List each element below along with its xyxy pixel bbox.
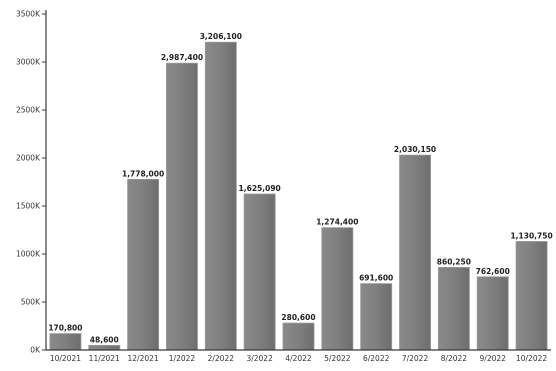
data-label: 280,600 [281,313,315,322]
data-labels: 170,800 48,600 1,778,000 2,987,400 3,206,100… [48,32,552,344]
data-label: 2,987,400 [161,53,203,62]
y-axis: 0K 500K 1000K 1500K 2000K 2500K 3000K 3500K [16,10,47,355]
x-tick-label: 2/2022 [208,354,235,363]
bar [282,322,315,351]
bar [399,154,431,351]
x-tick-label: 10/2021 [50,354,81,363]
x-tick-label: 7/2022 [402,354,429,363]
x-tick-label: 1/2022 [169,354,196,363]
x-tick-label: 3/2022 [246,354,273,363]
bar [88,344,121,351]
y-tick-label: 500K [21,298,41,307]
x-tick-label: 6/2022 [363,354,390,363]
bar [360,283,393,351]
data-label: 1,130,750 [510,231,552,240]
data-label: 860,250 [437,257,471,266]
x-tick-label: 10/2022 [516,354,547,363]
x-tick-label: 4/2022 [285,354,312,363]
bar [166,62,198,351]
y-tick-label: 1000K [16,250,41,259]
data-label: 1,274,400 [316,218,358,227]
y-tick-label: 1500K [16,202,41,211]
data-label: 2,030,150 [394,145,436,154]
bar [49,333,82,351]
bar [476,276,509,351]
data-label: 3,206,100 [200,32,242,41]
y-tick-label: 3500K [16,10,41,19]
y-tick-label: 3000K [16,58,41,67]
bar [243,193,276,351]
x-tick-label: 5/2022 [324,354,351,363]
y-tick-label: 2500K [16,106,41,115]
x-axis: 10/2021 11/2021 12/2021 1/2022 2/2022 3/2022 4… [46,349,551,363]
x-tick-label: 11/2021 [89,354,120,363]
y-tick-label: 0K [30,346,41,355]
bar [321,227,354,351]
data-label: 762,600 [476,267,510,276]
data-label: 1,625,090 [239,184,281,193]
data-label: 691,600 [359,274,393,283]
bars [49,41,548,351]
bar [515,241,548,351]
bar [127,178,160,351]
x-tick-label: 8/2022 [441,354,468,363]
y-tick-label: 2000K [16,154,41,163]
data-label: 1,778,000 [122,169,164,178]
bar [437,267,470,351]
data-label: 48,600 [90,335,119,344]
x-tick-label: 12/2021 [128,354,159,363]
data-label: 170,800 [48,324,82,333]
bar [204,41,237,351]
x-tick-label: 9/2022 [480,354,507,363]
